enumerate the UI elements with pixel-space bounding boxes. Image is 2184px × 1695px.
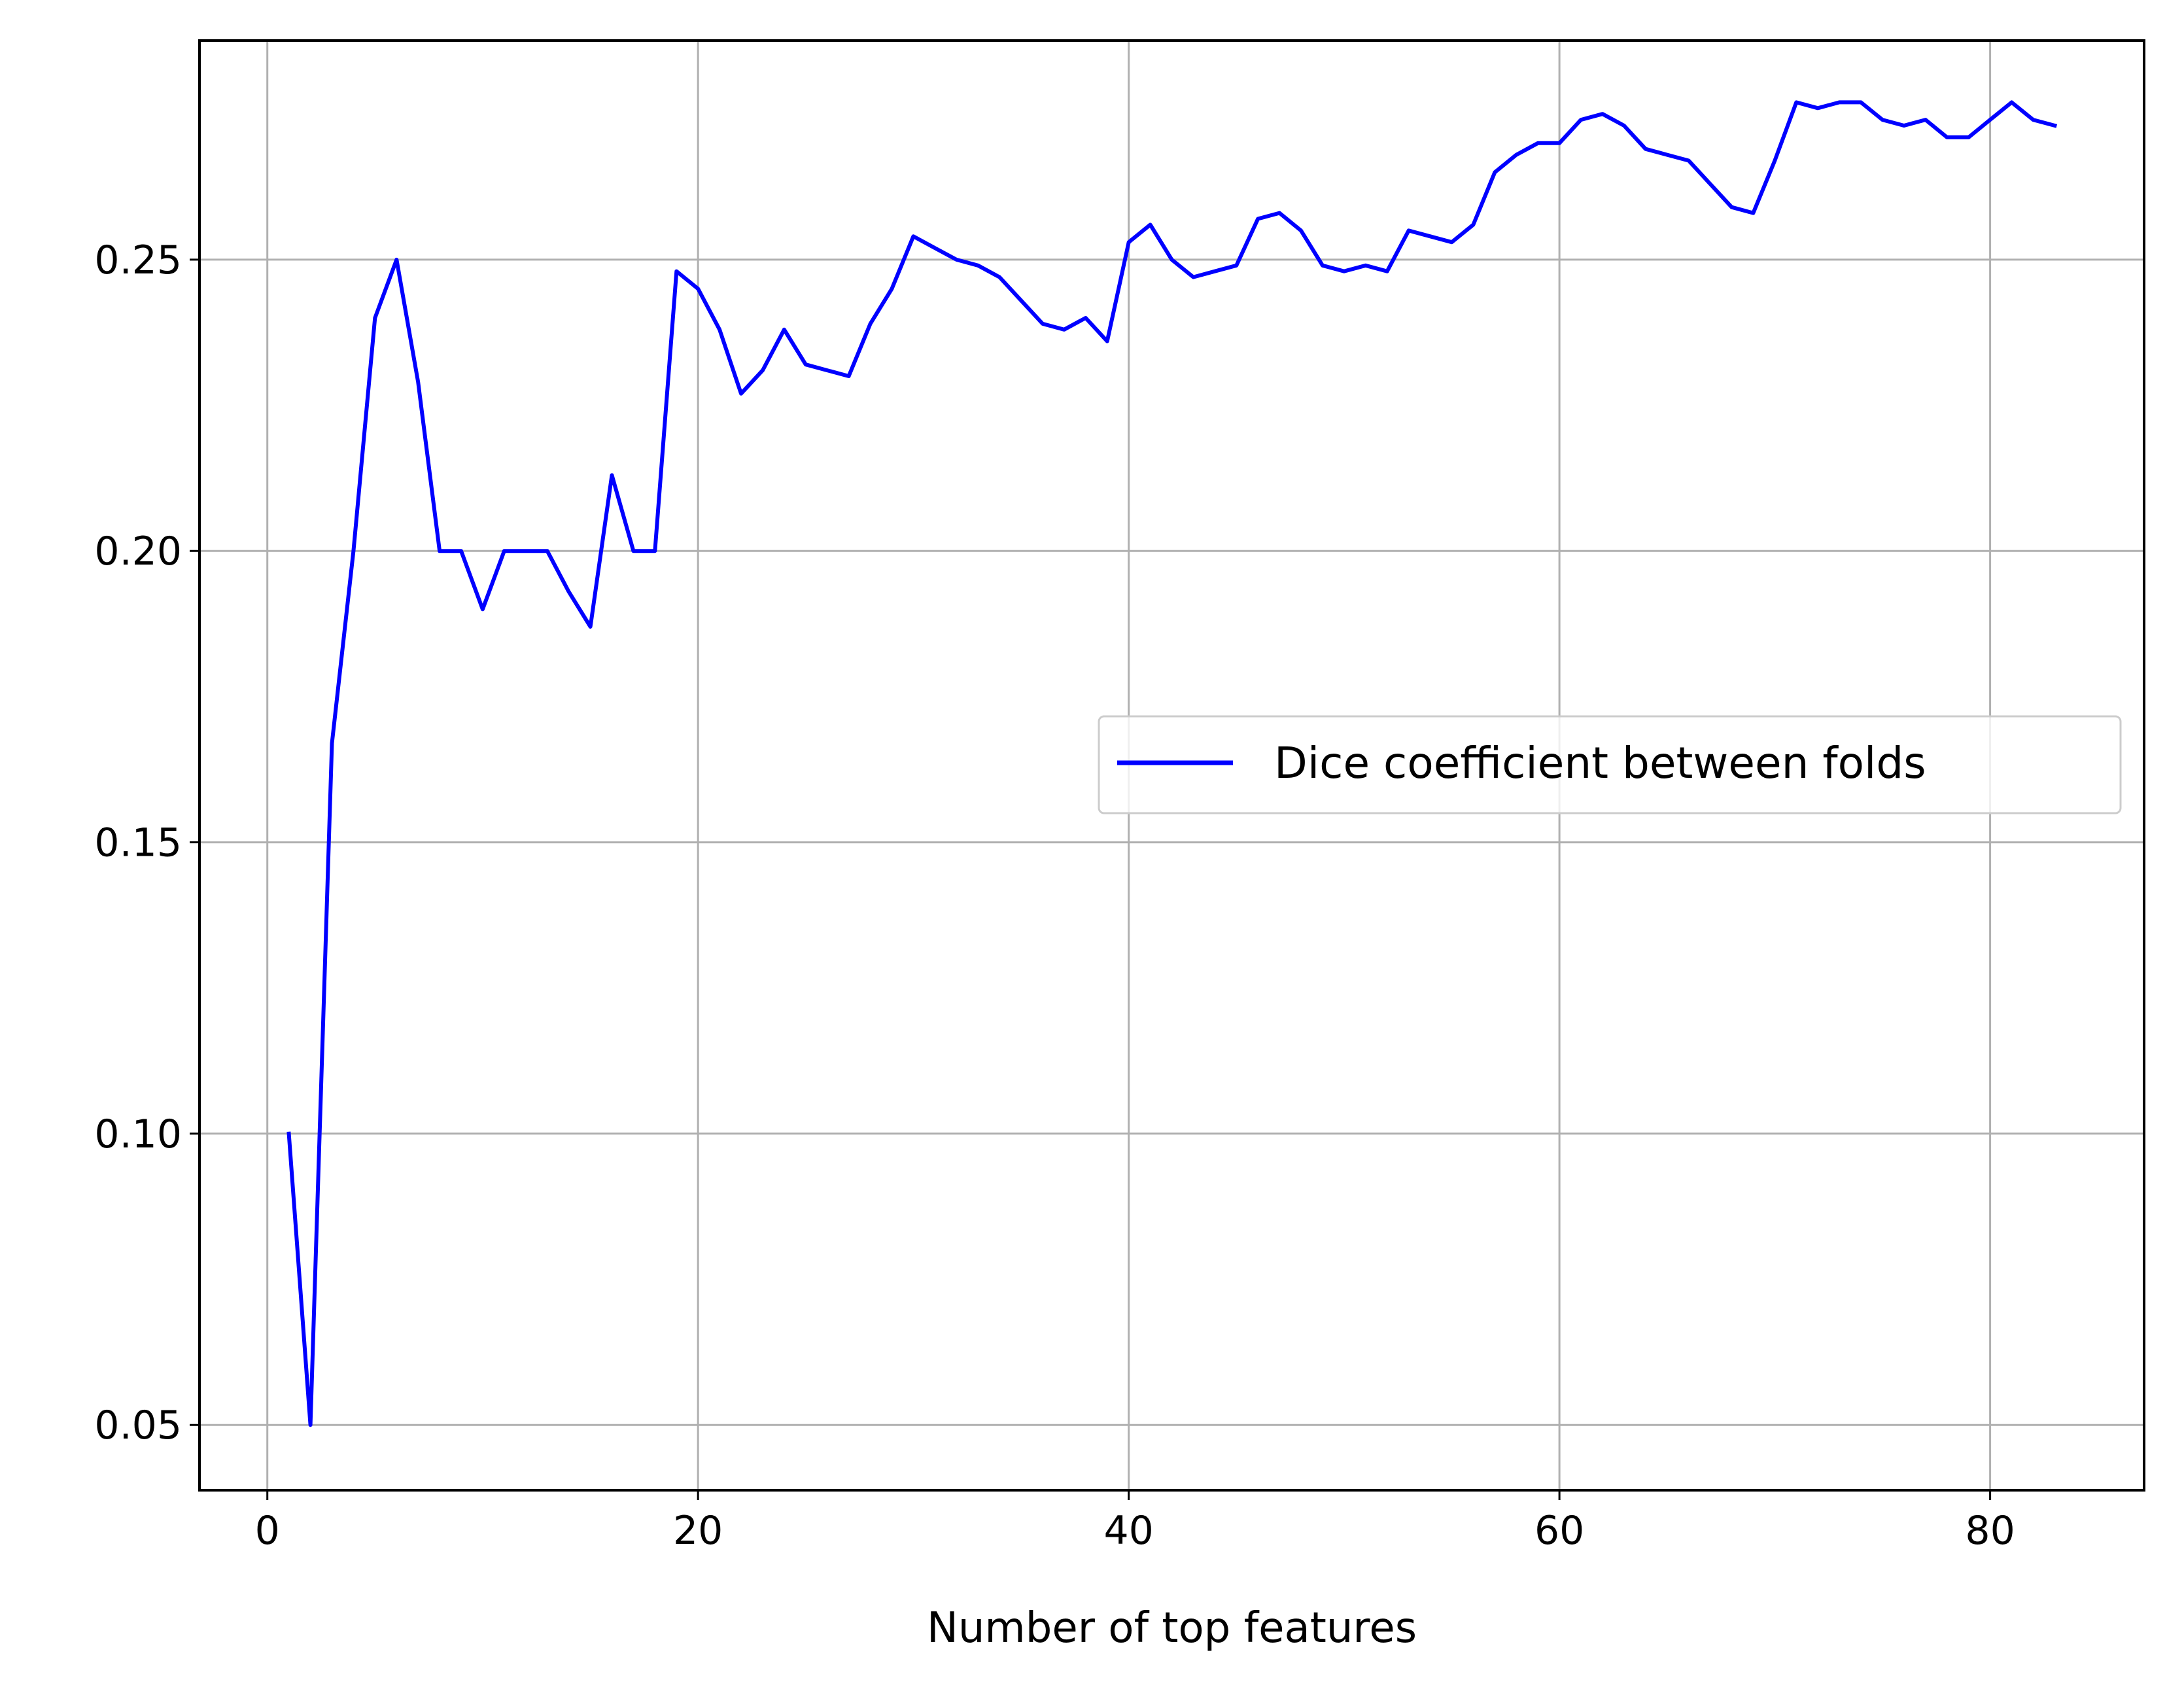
legend-label: Dice coefficient between folds: [1274, 738, 1926, 788]
y-tick-label: 0.05: [94, 1403, 182, 1448]
x-tick-label: 0: [255, 1508, 280, 1554]
y-tick-label: 0.20: [94, 529, 182, 574]
axis-ticks: 0 20 40 60 80 0.05 0.10 0.15 0.20 0.25: [94, 237, 2015, 1554]
legend-box: [1098, 715, 2122, 814]
legend: Dice coefficient between folds: [1098, 715, 2122, 814]
y-tick-label: 0.10: [94, 1111, 182, 1157]
x-tick-label: 20: [673, 1508, 723, 1554]
x-tick-label: 40: [1103, 1508, 1153, 1554]
y-tick-label: 0.25: [94, 237, 182, 283]
x-tick-label: 60: [1534, 1508, 1584, 1554]
y-tick-label: 0.15: [94, 820, 182, 866]
x-axis-label: Number of top features: [927, 1604, 1417, 1652]
x-tick-label: 80: [1965, 1508, 2015, 1554]
series-line: [286, 100, 2058, 1427]
series-group: [286, 100, 2058, 1427]
plot-frame: [198, 39, 2145, 1492]
